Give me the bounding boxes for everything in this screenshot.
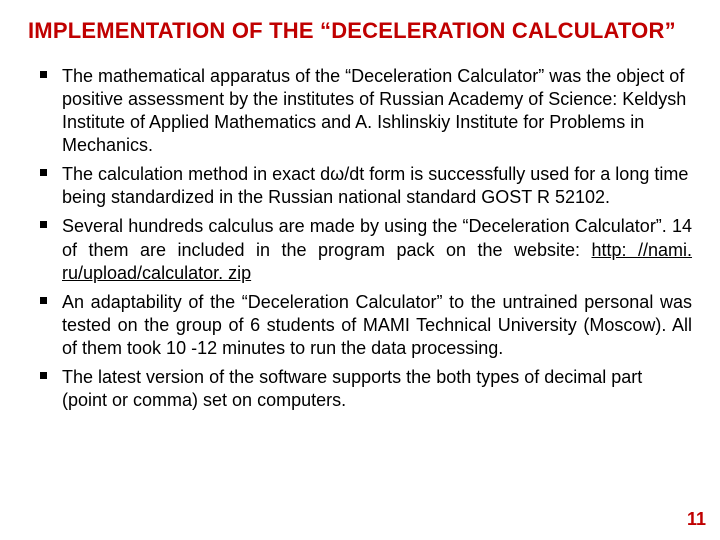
list-item: The mathematical apparatus of the “Decel… <box>28 65 692 157</box>
list-item: An adaptability of the “Deceleration Cal… <box>28 291 692 360</box>
page-number: 11 <box>687 509 706 530</box>
list-item: The calculation method in exact dω/dt fo… <box>28 163 692 209</box>
bullet-text: The calculation method in exact dω/dt fo… <box>62 164 688 207</box>
list-item: Several hundreds calculus are made by us… <box>28 215 692 284</box>
list-item: The latest version of the software suppo… <box>28 366 692 412</box>
bullet-list: The mathematical apparatus of the “Decel… <box>28 65 692 411</box>
slide-title: IMPLEMENTATION OF THE “DECELERATION CALC… <box>28 18 692 43</box>
slide: IMPLEMENTATION OF THE “DECELERATION CALC… <box>0 0 720 540</box>
bullet-text: The latest version of the software suppo… <box>62 367 642 410</box>
bullet-text: An adaptability of the “Deceleration Cal… <box>62 292 692 358</box>
bullet-text: The mathematical apparatus of the “Decel… <box>62 66 686 155</box>
